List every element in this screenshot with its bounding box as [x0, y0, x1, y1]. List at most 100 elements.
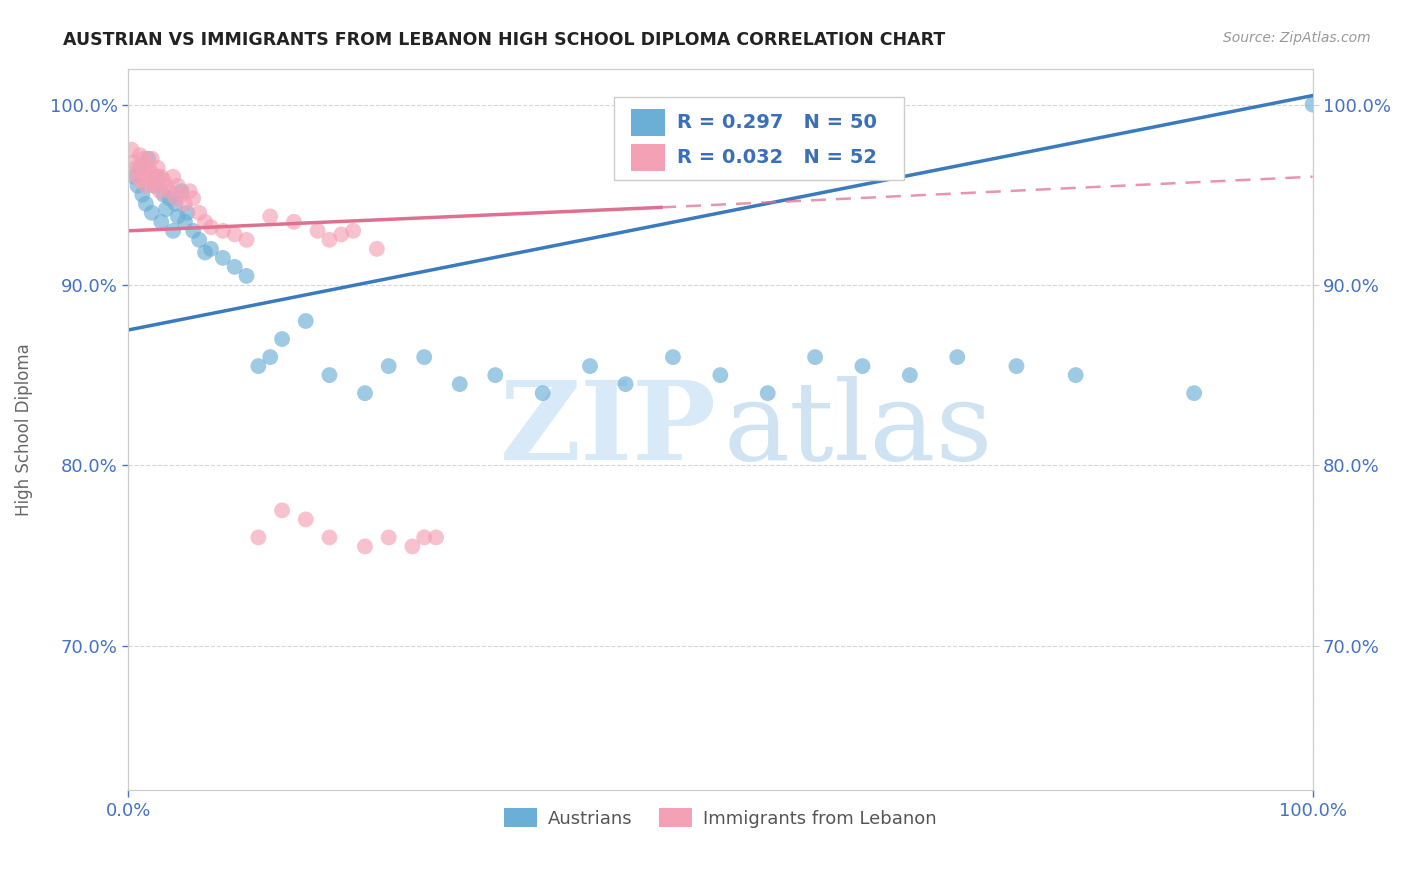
Point [125, 161, 148, 175]
Bar [631, 109, 665, 136]
Point [150, 215, 173, 229]
Point [211, 251, 233, 265]
Point [159, 184, 181, 198]
Point [224, 260, 246, 274]
Point [259, 210, 281, 224]
Text: AUSTRIAN VS IMMIGRANTS FROM LEBANON HIGH SCHOOL DIPLOMA CORRELATION CHART: AUSTRIAN VS IMMIGRANTS FROM LEBANON HIGH… [63, 31, 945, 49]
Point [170, 184, 193, 198]
Point [366, 242, 388, 256]
Point [294, 512, 316, 526]
Point [1005, 359, 1028, 373]
Point [354, 386, 377, 401]
Point [162, 169, 184, 184]
Point [194, 245, 217, 260]
Point [271, 503, 294, 517]
Point [129, 161, 152, 175]
Point [181, 224, 204, 238]
Point [449, 377, 471, 392]
Point [318, 233, 340, 247]
Point [1182, 386, 1205, 401]
Point [188, 233, 211, 247]
Legend: Austrians, Immigrants from Lebanon: Austrians, Immigrants from Lebanon [498, 801, 943, 835]
Point [247, 530, 270, 544]
Point [804, 350, 827, 364]
Text: Source: ZipAtlas.com: Source: ZipAtlas.com [1223, 31, 1371, 45]
Point [135, 178, 157, 193]
Point [283, 215, 305, 229]
Point [146, 169, 169, 184]
Point [122, 169, 145, 184]
Point [425, 530, 447, 544]
Point [143, 178, 166, 193]
Point [235, 233, 257, 247]
Point [170, 187, 193, 202]
FancyBboxPatch shape [614, 97, 904, 180]
Point [162, 224, 184, 238]
Point [166, 210, 188, 224]
Point [131, 187, 153, 202]
Point [131, 161, 153, 175]
Point [122, 155, 145, 169]
Point [179, 184, 201, 198]
Point [946, 350, 969, 364]
Point [1064, 368, 1087, 383]
Point [143, 169, 166, 184]
Point [330, 227, 353, 242]
Point [176, 206, 198, 220]
Point [401, 540, 423, 554]
Point [377, 530, 399, 544]
Point [898, 368, 921, 383]
Point [307, 224, 329, 238]
Point [143, 178, 166, 193]
Point [141, 152, 163, 166]
Point [135, 196, 157, 211]
Point [135, 169, 157, 184]
Point [531, 386, 554, 401]
Point [150, 169, 173, 184]
Point [165, 196, 187, 211]
Point [174, 215, 197, 229]
Point [155, 178, 177, 193]
Point [127, 169, 149, 184]
Point [149, 184, 172, 198]
Point [318, 530, 340, 544]
Point [136, 161, 159, 175]
Point [132, 152, 155, 166]
Point [174, 196, 197, 211]
Bar [631, 144, 665, 171]
Point [294, 314, 316, 328]
Point [235, 268, 257, 283]
Point [138, 173, 160, 187]
Text: ZIP: ZIP [501, 376, 717, 483]
Point [146, 173, 169, 187]
Point [413, 530, 436, 544]
Point [342, 224, 364, 238]
Point [121, 143, 143, 157]
Point [136, 152, 159, 166]
Point [756, 386, 779, 401]
Point [141, 206, 163, 220]
Point [166, 178, 188, 193]
Point [579, 359, 602, 373]
Point [146, 161, 169, 175]
Y-axis label: High School Diploma: High School Diploma [15, 343, 32, 516]
Point [200, 242, 222, 256]
Point [224, 227, 246, 242]
Text: R = 0.297   N = 50: R = 0.297 N = 50 [676, 113, 876, 132]
Text: atlas: atlas [724, 376, 994, 483]
Point [377, 359, 399, 373]
Point [484, 368, 506, 383]
Text: R = 0.032   N = 52: R = 0.032 N = 52 [676, 148, 876, 167]
Point [194, 215, 217, 229]
Point [129, 173, 152, 187]
Point [188, 206, 211, 220]
Point [159, 191, 181, 205]
Point [181, 191, 204, 205]
Point [152, 187, 174, 202]
Point [127, 178, 149, 193]
Point [318, 368, 340, 383]
Point [851, 359, 873, 373]
Point [152, 173, 174, 187]
Point [354, 540, 377, 554]
Point [165, 191, 187, 205]
